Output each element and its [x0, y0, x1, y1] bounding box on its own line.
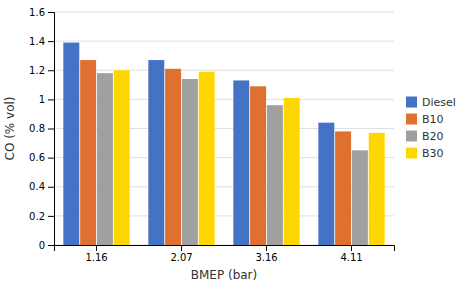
grid-line: [54, 70, 394, 71]
legend-swatch: [406, 148, 417, 159]
tick-mark: [96, 245, 97, 251]
tick-mark: [48, 245, 54, 246]
x-tick: 1.16: [85, 245, 107, 263]
bar: [352, 150, 368, 245]
bars: [63, 43, 384, 245]
y-axis: 0 0.2 0.4 0.6 0.8 1 1.2 1.4 1.6: [29, 7, 54, 251]
tick-mark: [48, 99, 54, 100]
legend-swatch: [406, 97, 417, 108]
legend-item: B10: [406, 113, 444, 126]
bar-series: [114, 70, 385, 245]
bar: [182, 79, 198, 245]
tick-mark: [351, 245, 352, 251]
bar-series: [97, 73, 368, 245]
legend-label: Diesel: [422, 96, 456, 109]
legend-item: B30: [406, 147, 444, 160]
tick-mark: [48, 41, 54, 42]
tick-label: 1.6: [29, 7, 45, 18]
x-tick: 2.07: [170, 245, 192, 263]
x-tick: 4.11: [340, 245, 362, 263]
tick-label: 1.16: [85, 252, 107, 263]
tick-mark: [48, 158, 54, 159]
bar: [250, 86, 266, 245]
x-axis: 1.16 2.07 3.16 4.11: [55, 245, 395, 263]
grid: [54, 12, 394, 245]
bar: [267, 105, 283, 245]
y-tick: 1.2: [29, 65, 54, 76]
bar: [318, 123, 334, 245]
tick-mark: [48, 187, 54, 188]
plot: 1.16 2.07 3.16 4.11 0 0.2 0.4 0.6 0.8 1 1.2 1.4 1.6 B…: [3, 7, 456, 282]
tick-label: 0.8: [29, 123, 45, 134]
y-axis-title: CO (% vol): [3, 97, 17, 161]
tick-mark: [266, 245, 267, 251]
y-tick: 0.4: [29, 181, 54, 192]
bar: [233, 80, 249, 245]
bar: [114, 70, 130, 245]
tick-label: 1.4: [29, 36, 45, 47]
x-axis-title: BMEP (bar): [191, 268, 258, 282]
legend-item: B20: [406, 130, 444, 143]
legend-label: B20: [422, 130, 444, 143]
tick-label: 0.2: [29, 211, 45, 222]
bar-series: [80, 60, 351, 245]
grid-line: [54, 41, 394, 42]
bar: [284, 98, 300, 245]
tick-mark: [181, 245, 182, 251]
chart: 1.16 2.07 3.16 4.11 0 0.2 0.4 0.6 0.8 1 1.2 1.4 1.6 B…: [0, 0, 474, 287]
bar: [148, 60, 164, 245]
bar: [335, 131, 351, 245]
tick-label: 3.16: [255, 252, 277, 263]
y-tick: 0.6: [29, 152, 54, 163]
bar: [80, 60, 96, 245]
axis-line: [55, 246, 395, 252]
grid-line: [54, 12, 394, 13]
tick-label: 1.2: [29, 65, 45, 76]
legend-swatch: [406, 114, 417, 125]
bar: [97, 73, 113, 245]
bar: [63, 43, 79, 245]
y-tick: 0.8: [29, 123, 54, 134]
bar: [199, 72, 215, 245]
y-tick: 0: [39, 240, 54, 251]
bar: [369, 133, 385, 245]
tick-label: 0: [39, 240, 45, 251]
tick-mark: [48, 70, 54, 71]
legend-swatch: [406, 131, 417, 142]
y-tick: 1.6: [29, 7, 54, 18]
legend-item: Diesel: [406, 96, 456, 109]
tick-label: 0.6: [29, 152, 45, 163]
bar: [165, 69, 181, 245]
tick-label: 0.4: [29, 181, 45, 192]
tick-mark: [48, 216, 54, 217]
tick-mark: [48, 12, 54, 13]
chart-container: 1.16 2.07 3.16 4.11 0 0.2 0.4 0.6 0.8 1 1.2 1.4 1.6 B…: [0, 0, 474, 287]
legend-label: B10: [422, 113, 444, 126]
y-tick: 1.4: [29, 36, 54, 47]
axis-line: [48, 13, 55, 246]
tick-label: 1: [39, 94, 45, 105]
tick-label: 2.07: [170, 252, 192, 263]
bar-series: [63, 43, 334, 245]
tick-label: 4.11: [340, 252, 362, 263]
legend-label: B30: [422, 147, 444, 160]
y-tick: 1: [39, 94, 54, 105]
y-tick: 0.2: [29, 211, 54, 222]
x-tick: 3.16: [255, 245, 277, 263]
legend: Diesel B10 B20 B30: [406, 96, 456, 160]
tick-mark: [48, 129, 54, 130]
